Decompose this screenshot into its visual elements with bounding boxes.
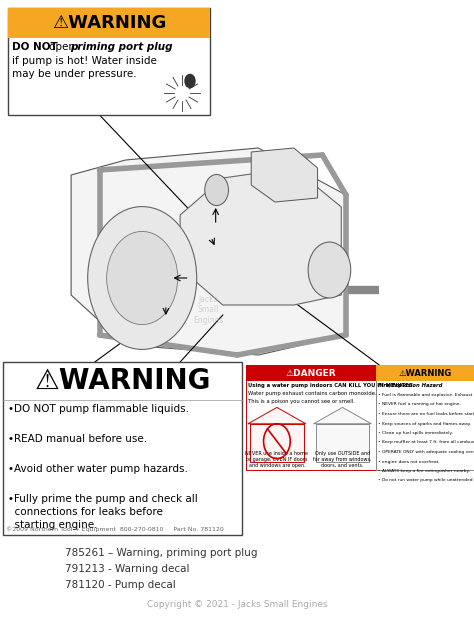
Text: priming port plug: priming port plug	[70, 42, 173, 52]
Text: Using a water pump indoors CAN KILL YOU IN MINUTES.: Using a water pump indoors CAN KILL YOU …	[248, 383, 414, 388]
Polygon shape	[251, 148, 318, 202]
Text: NEVER use inside a home
or garage, EVEN IF doors
and windows are open.: NEVER use inside a home or garage, EVEN …	[246, 451, 309, 468]
Text: This is a poison you cannot see or smell.: This is a poison you cannot see or smell…	[248, 399, 355, 404]
Text: Copyright © 2021 - Jacks Small Engines: Copyright © 2021 - Jacks Small Engines	[146, 600, 328, 609]
Text: Jacks
Small
Engines: Jacks Small Engines	[193, 295, 224, 325]
Text: DO NOT: DO NOT	[12, 42, 58, 52]
Text: • Do not run water pump while unattended: • Do not run water pump while unattended	[378, 479, 473, 483]
Polygon shape	[180, 168, 341, 305]
Circle shape	[185, 75, 195, 88]
Polygon shape	[248, 407, 306, 424]
Text: • NEVER fuel a running or hot engine.: • NEVER fuel a running or hot engine.	[378, 402, 461, 407]
Polygon shape	[314, 407, 372, 424]
Bar	[3, 362, 242, 535]
Text: • ALWAYS keep a fire extinguisher nearby.: • ALWAYS keep a fire extinguisher nearby…	[378, 469, 470, 473]
Text: 781120 - Pump decal: 781120 - Pump decal	[65, 580, 176, 590]
Text: ⚠WARNING: ⚠WARNING	[398, 368, 452, 378]
Circle shape	[308, 242, 351, 298]
Text: ©2009 Northern Tool + Equipment  800-270-0810     Part No. 781120: ©2009 Northern Tool + Equipment 800-270-…	[6, 527, 224, 532]
Text: ⚠WARNING: ⚠WARNING	[34, 367, 210, 395]
Bar	[246, 365, 376, 470]
Bar	[316, 424, 369, 462]
Text: • Keep muffler at least 7 ft. from all combustible objects: • Keep muffler at least 7 ft. from all c…	[378, 440, 474, 445]
Text: • Fuel is flammable and explosive. Exhaust is very hot.: • Fuel is flammable and explosive. Exhau…	[378, 393, 474, 397]
Bar	[250, 424, 304, 462]
Bar	[246, 365, 376, 381]
Text: •DO NOT pump flammable liquids.: •DO NOT pump flammable liquids.	[8, 404, 189, 414]
Text: • engine does not overheat.: • engine does not overheat.	[378, 460, 440, 463]
Text: • Keep sources of sparks and flames away.: • Keep sources of sparks and flames away…	[378, 422, 471, 425]
Text: ⚠DANGER: ⚠DANGER	[286, 368, 337, 378]
Text: may be under pressure.: may be under pressure.	[12, 69, 137, 79]
Circle shape	[88, 207, 197, 350]
Text: •Fully prime the pump and check all
  connections for leaks before
  starting en: •Fully prime the pump and check all conn…	[8, 494, 198, 530]
Text: 791213 - Warning decal: 791213 - Warning decal	[65, 564, 190, 574]
Text: if pump is hot! Water inside: if pump is hot! Water inside	[12, 56, 157, 66]
Text: Fire/Explosion Hazard: Fire/Explosion Hazard	[378, 383, 442, 388]
Bar	[8, 8, 210, 38]
Text: • Ensure there are no fuel leaks before starting.: • Ensure there are no fuel leaks before …	[378, 412, 474, 416]
Text: • Clean up fuel spills immediately.: • Clean up fuel spills immediately.	[378, 431, 453, 435]
Bar	[376, 365, 474, 381]
Text: ⚠WARNING: ⚠WARNING	[52, 14, 166, 32]
Text: Only use OUTSIDE and
far away from windows,
doors, and vents.: Only use OUTSIDE and far away from windo…	[313, 451, 372, 468]
Text: open: open	[49, 42, 78, 52]
Text: • OPERATE ONLY with adequate cooling ventilation so: • OPERATE ONLY with adequate cooling ven…	[378, 450, 474, 454]
Text: 785261 – Warning, priming port plug: 785261 – Warning, priming port plug	[65, 548, 257, 558]
Text: Water pump exhaust contains carbon monoxide.: Water pump exhaust contains carbon monox…	[248, 391, 377, 396]
Circle shape	[107, 232, 178, 325]
Bar	[376, 365, 474, 470]
Text: •READ manual before use.: •READ manual before use.	[8, 434, 147, 444]
Text: •Avoid other water pump hazards.: •Avoid other water pump hazards.	[8, 464, 188, 474]
Circle shape	[205, 175, 228, 206]
Polygon shape	[71, 148, 346, 355]
Bar	[8, 8, 210, 115]
